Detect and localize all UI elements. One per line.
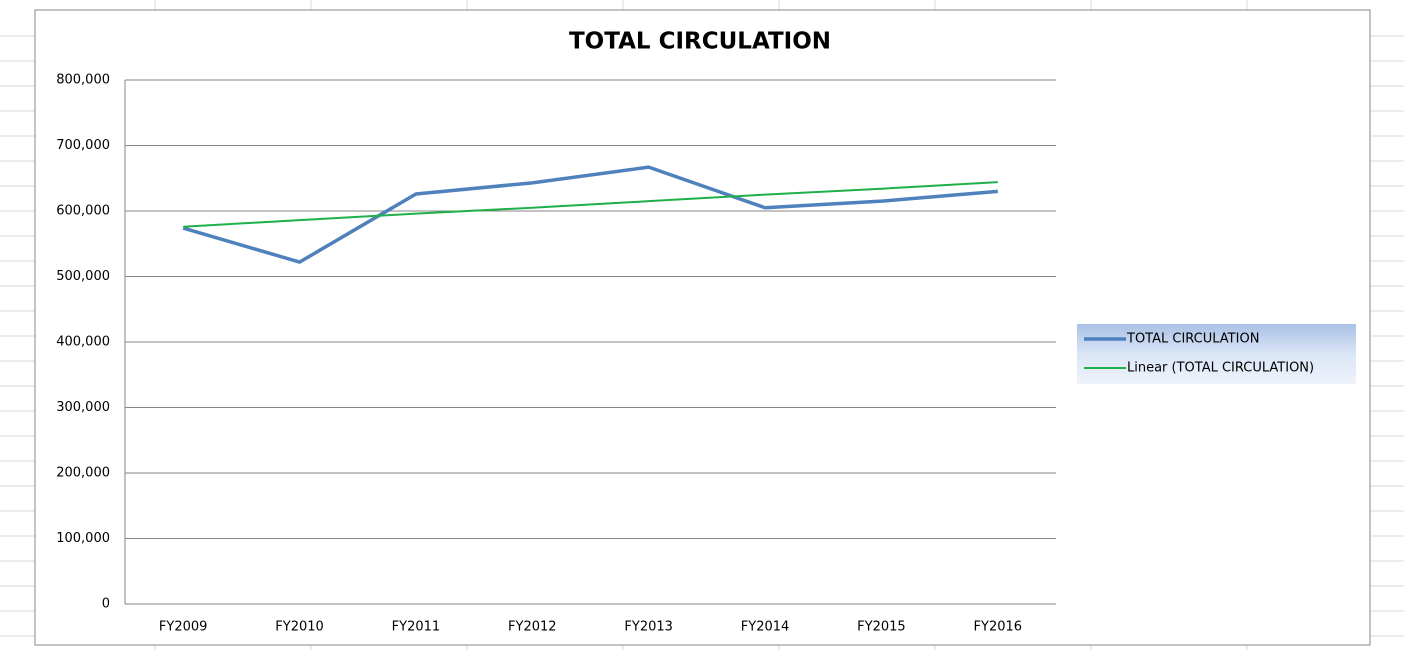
chart-title: TOTAL CIRCULATION [569,29,831,55]
y-tick-label: 100,000 [56,531,110,546]
y-tick-label: 300,000 [56,400,110,415]
x-tick-label: FY2010 [275,620,324,635]
y-tick-label: 0 [102,597,110,612]
legend-label: TOTAL CIRCULATION [1126,332,1259,347]
x-tick-label: FY2015 [857,620,906,635]
y-tick-label: 200,000 [56,466,110,481]
y-tick-label: 600,000 [56,204,110,219]
y-tick-label: 800,000 [56,73,110,88]
x-tick-label: FY2009 [159,620,208,635]
y-tick-label: 700,000 [56,138,110,153]
x-tick-label: FY2014 [741,620,790,635]
y-tick-label: 400,000 [56,335,110,350]
legend-label: Linear (TOTAL CIRCULATION) [1127,361,1314,376]
series-line [182,165,998,264]
legend [1077,324,1356,384]
x-tick-label: FY2016 [974,620,1023,635]
series-line [183,181,998,228]
x-tick-label: FY2012 [508,620,557,635]
x-tick-label: FY2011 [392,620,441,635]
y-tick-label: 500,000 [56,269,110,284]
x-tick-label: FY2013 [624,620,673,635]
